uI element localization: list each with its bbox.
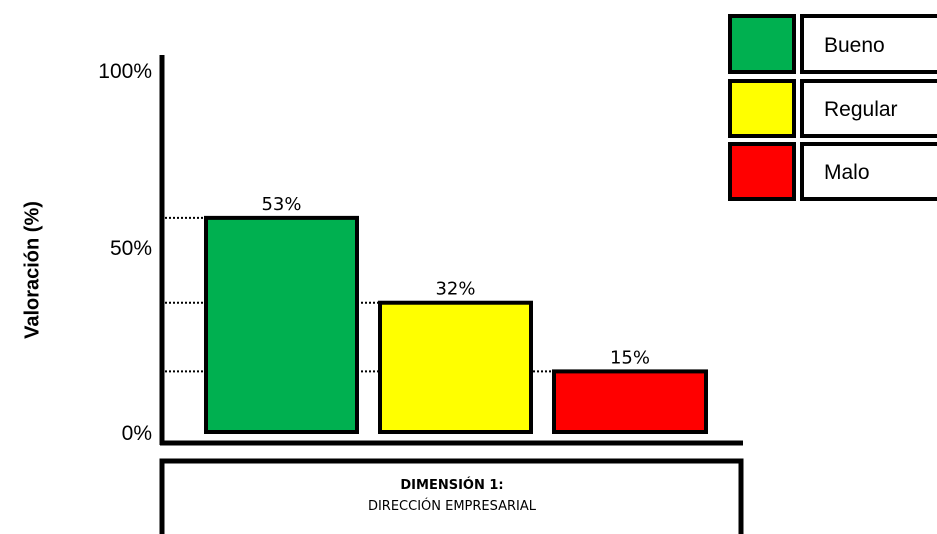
dimension-box-border [159,458,744,534]
dimension-subtitle: DIRECCIÓN EMPRESARIAL [368,498,537,514]
legend-label-bueno: Bueno [824,34,885,57]
y-axis-label: Valoración (%) [21,201,43,339]
data-label: 15% [610,347,650,368]
bars [204,215,708,434]
bar-regular [378,300,533,434]
y-axis-ticks: 100% 50% 0% [98,60,152,445]
y-tick-label: 50% [110,237,152,260]
legend-box-regular [800,79,937,138]
legend: Bueno Regular Malo [728,14,937,201]
legend-swatch-bueno [728,14,796,74]
y-tick-label: 0% [122,422,152,445]
legend-swatch-malo [728,142,796,201]
legend-box-malo [800,142,937,201]
y-tick-label: 100% [98,60,152,83]
legend-box-bueno [800,14,937,74]
bar-bueno [204,215,359,434]
data-labels: 53% 32% 15% [261,194,650,369]
legend-label-malo: Malo [824,161,870,184]
legend-label-regular: Regular [824,98,898,121]
legend-swatch-regular [728,79,796,138]
data-label: 53% [261,194,301,215]
bar-malo [552,369,708,434]
dimension-box: DIMENSIÓN 1: DIRECCIÓN EMPRESARIAL [159,458,744,534]
data-label: 32% [435,279,475,300]
dimension-title: DIMENSIÓN 1: [400,477,503,493]
